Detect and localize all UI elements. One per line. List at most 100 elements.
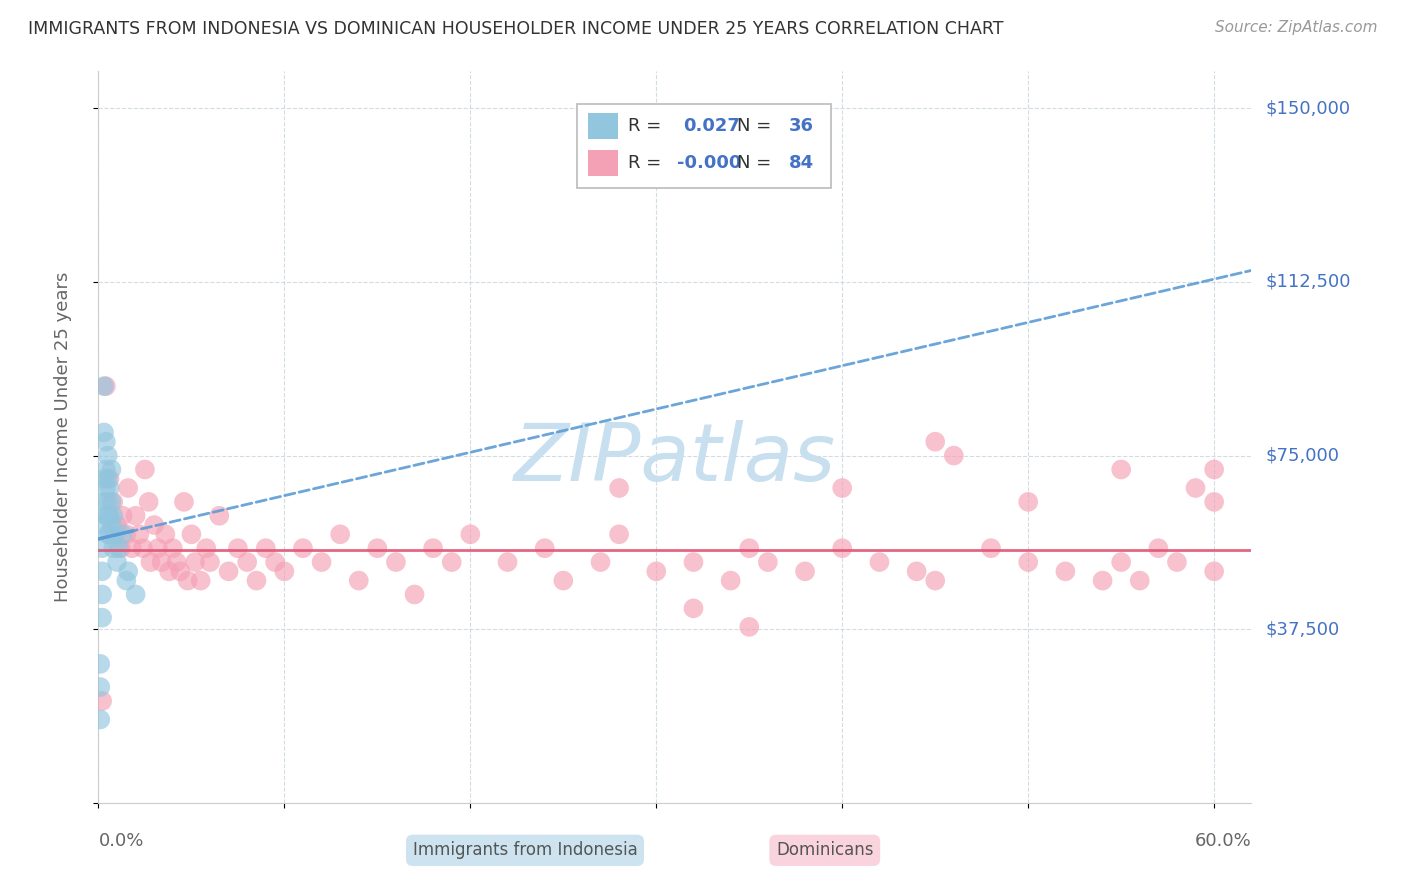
Point <box>89 680 111 694</box>
Point <box>117 481 139 495</box>
Point <box>93 425 115 440</box>
Point <box>103 495 125 509</box>
Point <box>169 565 191 579</box>
Point <box>1109 462 1132 476</box>
Point <box>98 527 121 541</box>
Y-axis label: Householder Income Under 25 years: Householder Income Under 25 years <box>53 272 72 602</box>
Point <box>236 555 259 569</box>
Point <box>1204 495 1226 509</box>
Point <box>89 713 111 727</box>
Point <box>124 508 146 523</box>
Point <box>139 555 162 569</box>
Point <box>533 541 555 556</box>
Point <box>115 574 138 588</box>
Point <box>121 541 143 556</box>
Point <box>94 434 117 449</box>
FancyBboxPatch shape <box>589 150 619 176</box>
Point <box>100 495 122 509</box>
Point <box>1017 555 1039 569</box>
Point <box>100 518 122 533</box>
Point <box>645 565 668 579</box>
Point <box>264 555 287 569</box>
Point <box>924 574 946 588</box>
Point <box>150 555 173 569</box>
Point <box>347 574 370 588</box>
Point <box>124 587 146 601</box>
Point <box>682 601 704 615</box>
Text: R =: R = <box>627 153 661 172</box>
Point <box>93 495 115 509</box>
Point <box>105 555 128 569</box>
Point <box>104 527 127 541</box>
Point <box>91 694 114 708</box>
Point <box>97 449 120 463</box>
Point <box>198 555 221 569</box>
Point <box>831 481 853 495</box>
Text: $37,500: $37,500 <box>1265 620 1340 638</box>
Point <box>190 574 212 588</box>
Point <box>143 518 166 533</box>
Point <box>91 565 114 579</box>
Point <box>1091 574 1114 588</box>
Point <box>94 508 117 523</box>
Point <box>1054 565 1077 579</box>
Point <box>385 555 408 569</box>
Point <box>738 620 761 634</box>
Point <box>94 462 117 476</box>
Point <box>103 541 125 556</box>
Point <box>980 541 1002 556</box>
Point <box>162 541 184 556</box>
Point <box>98 508 121 523</box>
Point <box>184 555 207 569</box>
Point <box>97 508 120 523</box>
Point <box>93 472 115 486</box>
Text: 0.027: 0.027 <box>683 117 740 136</box>
Text: $75,000: $75,000 <box>1265 447 1340 465</box>
Point <box>1166 555 1188 569</box>
Point <box>553 574 575 588</box>
Point <box>924 434 946 449</box>
Text: 0.0%: 0.0% <box>98 832 143 850</box>
Point <box>329 527 352 541</box>
Text: $150,000: $150,000 <box>1265 99 1350 118</box>
Text: Dominicans: Dominicans <box>776 841 873 859</box>
Point <box>128 527 150 541</box>
Text: ZIPatlas: ZIPatlas <box>513 420 837 498</box>
Point <box>146 541 169 556</box>
Point <box>311 555 333 569</box>
Point <box>496 555 519 569</box>
Point <box>98 472 121 486</box>
Point <box>720 574 742 588</box>
Point <box>105 518 128 533</box>
Point <box>1109 555 1132 569</box>
Point <box>94 481 117 495</box>
Text: -0.000: -0.000 <box>678 153 741 172</box>
Point <box>756 555 779 569</box>
Point <box>404 587 426 601</box>
FancyBboxPatch shape <box>589 113 619 139</box>
Point <box>93 518 115 533</box>
Text: 60.0%: 60.0% <box>1195 832 1251 850</box>
Point <box>89 657 111 671</box>
Point <box>93 379 115 393</box>
Text: 36: 36 <box>789 117 814 136</box>
Point <box>155 527 177 541</box>
Text: Source: ZipAtlas.com: Source: ZipAtlas.com <box>1215 20 1378 35</box>
Text: Immigrants from Indonesia: Immigrants from Indonesia <box>412 841 637 859</box>
Point <box>254 541 277 556</box>
Point <box>273 565 295 579</box>
Point <box>226 541 249 556</box>
Point <box>245 574 267 588</box>
Point <box>115 527 138 541</box>
Point <box>1129 574 1152 588</box>
Point <box>132 541 155 556</box>
Text: 84: 84 <box>789 153 814 172</box>
Text: $112,500: $112,500 <box>1265 273 1351 291</box>
Point <box>195 541 218 556</box>
Point <box>607 527 630 541</box>
Point <box>91 541 114 556</box>
Point <box>868 555 890 569</box>
Point <box>422 541 444 556</box>
Point <box>173 495 195 509</box>
Point <box>794 565 817 579</box>
